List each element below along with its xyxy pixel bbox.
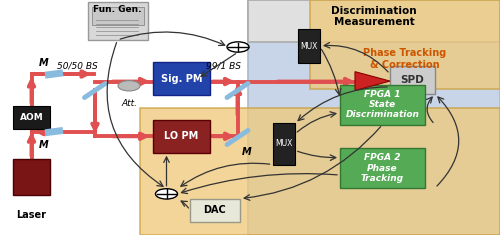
Bar (310, 0, 500, 89)
Bar (12, 106, 50, 129)
Text: Phase Tracking
& Correction: Phase Tracking & Correction (364, 48, 446, 70)
Bar (390, 66, 435, 94)
Bar (272, 123, 295, 164)
Text: Fun. Gen.: Fun. Gen. (93, 5, 142, 14)
Bar (248, 0, 500, 235)
Text: LO PM: LO PM (164, 131, 198, 141)
Text: MUX: MUX (300, 42, 318, 51)
Bar (340, 148, 425, 188)
Bar (140, 108, 500, 235)
Text: Att.: Att. (121, 99, 137, 108)
Text: M: M (242, 147, 252, 157)
Text: Sig. PM: Sig. PM (161, 74, 202, 84)
Bar (152, 120, 210, 153)
Text: M: M (38, 140, 48, 149)
Text: Discrimination
Measurement: Discrimination Measurement (331, 6, 417, 27)
Text: SPD: SPD (400, 75, 424, 85)
Text: FPGA 2
Phase
Tracking: FPGA 2 Phase Tracking (361, 153, 404, 183)
Bar (298, 29, 320, 63)
Text: MUX: MUX (276, 139, 292, 148)
Text: DAC: DAC (204, 205, 227, 215)
Polygon shape (355, 72, 390, 90)
Bar (88, 2, 148, 40)
Text: 50/50 BS: 50/50 BS (57, 61, 98, 70)
Circle shape (227, 42, 249, 52)
Text: Laser: Laser (16, 210, 46, 220)
Bar (12, 159, 50, 195)
Bar (248, 0, 500, 42)
Bar (152, 62, 210, 95)
Circle shape (118, 81, 140, 91)
Bar (340, 85, 425, 125)
Text: FPGA 1
State
Discrimination: FPGA 1 State Discrimination (346, 90, 420, 119)
Bar (190, 199, 240, 222)
Text: 99/1 BS: 99/1 BS (206, 61, 242, 70)
Text: AOM: AOM (20, 113, 44, 122)
Circle shape (156, 189, 178, 199)
Bar (92, 7, 144, 25)
Text: M: M (38, 59, 48, 68)
